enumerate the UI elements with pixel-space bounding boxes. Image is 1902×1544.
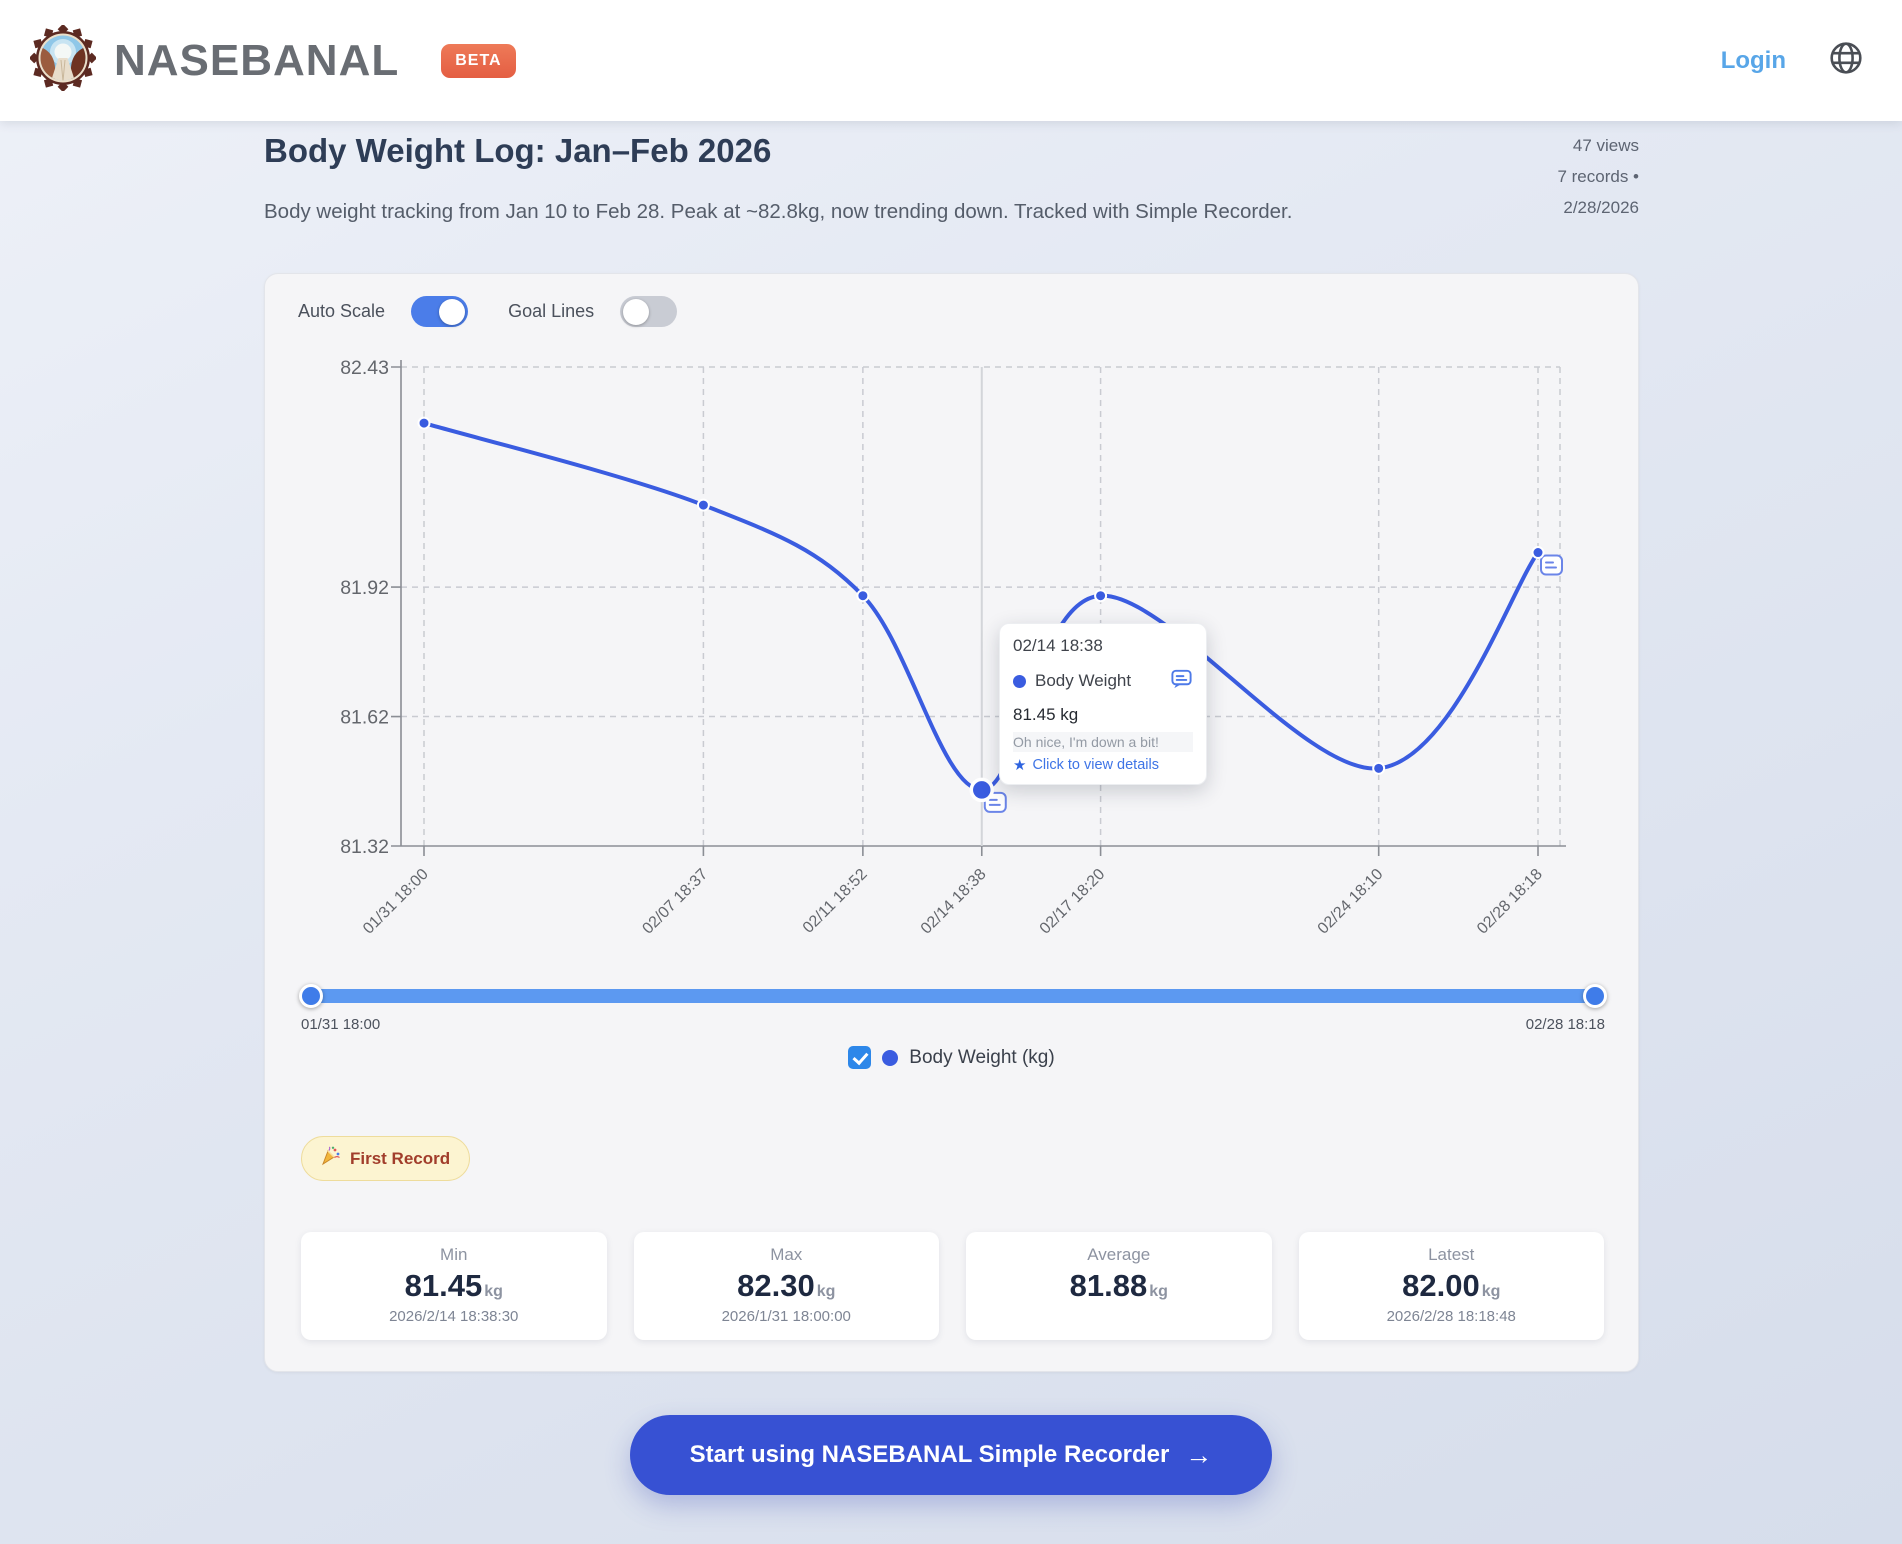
stat-unit: kg: [484, 1283, 503, 1300]
stat-card-max: Max 82.30 kg 2026/1/31 18:00:00: [633, 1232, 939, 1340]
svg-text:02/14 18:38: 02/14 18:38: [918, 866, 990, 938]
views-count: 47 views: [1572, 136, 1639, 155]
svg-text:81.32: 81.32: [340, 836, 389, 858]
toggle-knob: [623, 298, 650, 325]
meta-date: 2/28/2026: [1563, 198, 1639, 217]
svg-text:81.92: 81.92: [340, 577, 389, 599]
stat-unit: kg: [816, 1283, 836, 1300]
stat-label: Latest: [1428, 1245, 1475, 1264]
party-popper-icon: [321, 1146, 341, 1171]
toggle-knob: [439, 298, 466, 325]
slider-track[interactable]: [299, 984, 1607, 1008]
star-icon: ★: [1013, 757, 1027, 774]
stat-card-average: Average 81.88 kg: [966, 1232, 1272, 1340]
tooltip-value: 81.45 kg: [1013, 705, 1079, 724]
login-link[interactable]: Login: [1720, 46, 1786, 74]
stat-card-min: Min 81.45 kg 2026/2/14 18:38:30: [301, 1232, 607, 1340]
brand: NASEBANAL BETA: [28, 23, 516, 96]
slider-handle-start[interactable]: [299, 984, 323, 1008]
chart-point[interactable]: [1094, 589, 1108, 603]
arrow-right-icon: →: [1185, 1439, 1213, 1470]
globe-language-icon[interactable]: [1828, 40, 1864, 81]
stat-label: Average: [1087, 1245, 1151, 1264]
stat-value: 82.00: [1402, 1268, 1480, 1303]
stat-date: 2026/2/28 18:18:48: [1386, 1308, 1516, 1325]
goal-lines-toggle[interactable]: [620, 296, 678, 327]
records-count: 7 records •: [1557, 167, 1639, 186]
chart-tooltip: 02/14 18:38 Body Weight 81.45 kg Oh nice…: [999, 623, 1207, 785]
svg-text:02/17 18:20: 02/17 18:20: [1037, 866, 1109, 938]
auto-scale-label: Auto Scale: [298, 301, 386, 321]
chart-point[interactable]: [1372, 761, 1386, 775]
svg-text:02/11 18:52: 02/11 18:52: [800, 866, 871, 937]
stat-date: 2026/2/14 18:38:30: [389, 1308, 519, 1325]
svg-text:81.62: 81.62: [340, 707, 389, 729]
chart-point[interactable]: [417, 416, 431, 430]
stat-value: 81.88: [1069, 1268, 1148, 1303]
slider-handle-end[interactable]: [1583, 984, 1607, 1008]
svg-text:02/07 18:37: 02/07 18:37: [639, 866, 711, 938]
slider-end-label: 02/28 18:18: [1525, 1016, 1605, 1033]
stat-unit: kg: [1481, 1283, 1501, 1300]
comment-bubble-icon: [1170, 667, 1193, 695]
page-title: Body Weight Log: Jan–Feb 2026: [264, 132, 772, 169]
chart-point[interactable]: [969, 777, 995, 803]
stat-card-latest: Latest 82.00 kg 2026/2/28 18:18:48: [1298, 1232, 1604, 1340]
tooltip-date: 02/14 18:38: [1013, 636, 1103, 655]
chart-legend: Body Weight (kg): [265, 1046, 1638, 1069]
stat-date: [966, 1308, 1272, 1326]
stat-unit: kg: [1149, 1283, 1168, 1300]
weight-line-chart[interactable]: 82.43 81.92 81.62 81.32 01/31 18:00 02/07 18:…: [265, 274, 1640, 979]
date-range-slider: 01/31 18:00 02/28 18:18: [299, 984, 1607, 1033]
stat-label: Min: [440, 1245, 468, 1264]
svg-text:01/31 18:00: 01/31 18:00: [360, 866, 432, 938]
tooltip-cta-label: Click to view details: [1032, 757, 1159, 773]
first-record-label: First Record: [350, 1148, 451, 1168]
brand-name: NASEBANAL: [114, 35, 400, 85]
goal-lines-label: Goal Lines: [508, 301, 595, 321]
memo-marker-icon: [1540, 554, 1563, 576]
cta-label: Start using NASEBANAL Simple Recorder: [689, 1441, 1170, 1468]
chart-point[interactable]: [856, 589, 870, 603]
svg-text:02/28 18:18: 02/28 18:18: [1474, 866, 1546, 938]
svg-text:02/24 18:10: 02/24 18:10: [1315, 866, 1387, 938]
start-recorder-button[interactable]: Start using NASEBANAL Simple Recorder →: [630, 1415, 1272, 1495]
stats-row: Min 81.45 kg 2026/2/14 18:38:30 Max 82.30…: [301, 1232, 1604, 1340]
page-meta: 47 views 7 records • 2/28/2026: [1557, 130, 1639, 223]
chart-point[interactable]: [1531, 546, 1545, 560]
tooltip-series-name: Body Weight: [1035, 671, 1132, 690]
chart-panel: Auto Scale Goal Lines 82.43 81.92 81.62 81.…: [264, 273, 1639, 1372]
legend-series-dot: [882, 1049, 899, 1066]
stat-value: 81.45: [404, 1268, 483, 1303]
chart-controls: Auto Scale Goal Lines: [298, 296, 691, 327]
app-header: NASEBANAL BETA Login: [0, 0, 1902, 121]
series-color-dot: [1013, 674, 1026, 688]
stat-date: 2026/1/31 18:00:00: [721, 1308, 851, 1325]
beta-badge: BETA: [441, 43, 516, 78]
stat-label: Max: [770, 1245, 803, 1264]
stat-value: 82.30: [737, 1268, 815, 1303]
slider-start-label: 01/31 18:00: [301, 1016, 381, 1033]
tooltip-details-link[interactable]: ★ Click to view details: [1013, 756, 1193, 774]
chart-point[interactable]: [696, 498, 710, 512]
svg-text:82.43: 82.43: [340, 357, 389, 379]
legend-checkbox[interactable]: [848, 1046, 872, 1069]
tooltip-memo: Oh nice, I'm down a bit!: [1013, 732, 1193, 752]
legend-label: Body Weight (kg): [909, 1046, 1055, 1068]
compass-logo-icon: [28, 23, 98, 96]
page-subtitle: Body weight tracking from Jan 10 to Feb …: [264, 200, 1293, 223]
first-record-badge: First Record: [301, 1136, 471, 1181]
auto-scale-toggle[interactable]: [411, 296, 469, 327]
